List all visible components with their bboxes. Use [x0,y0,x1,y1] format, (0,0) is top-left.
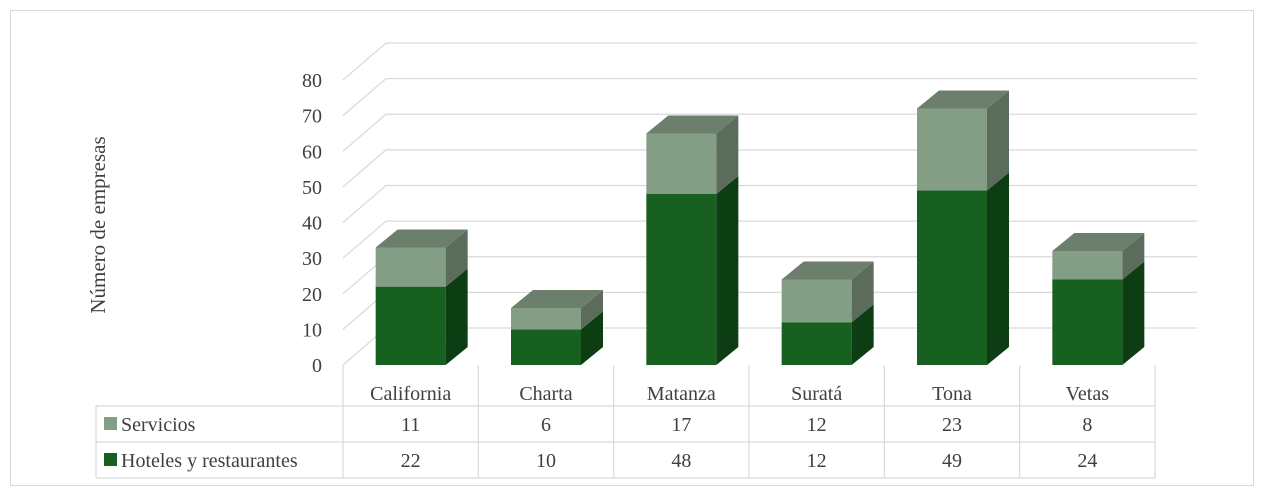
y-tick-label: 30 [302,248,322,270]
gridline [342,78,1197,117]
bar-segment [1052,251,1123,280]
bar-top [917,90,1009,109]
bar-segment-side [716,115,739,194]
bar-segment-side [445,268,468,365]
category-label: Charta [519,383,572,405]
bar-segment-side [581,290,603,330]
data-value: 8 [1082,414,1092,436]
category-label: Tona [932,383,972,405]
bar-segment [781,279,852,323]
data-value: 12 [807,450,827,472]
y-tick-label: 60 [302,141,322,163]
y-tick-label: 80 [302,70,322,92]
series-label: Servicios [121,414,196,436]
y-axis-label: Número de empresas [86,136,110,313]
y-tick-label: 0 [312,355,322,377]
bar-segment [375,286,446,365]
y-tick-label: 50 [302,177,322,199]
bar-segment [781,322,852,365]
data-value: 24 [1077,450,1097,472]
bar-segment-side [445,229,468,287]
y-tick-label: 10 [302,319,322,341]
data-value: 23 [942,414,962,436]
data-value: 49 [942,450,962,472]
y-axis-ticks: 0 10 20 30 40 50 60 70 80 [302,70,322,377]
bar-segment-side [716,176,739,365]
y-tick-label: 40 [302,213,322,235]
data-table: California Charta Matanza Suratá Tona Vetas Se… [95,365,1156,479]
bar-segment-side [1122,261,1145,365]
data-value: 11 [401,414,420,436]
bar-segment-side [851,304,874,365]
bar-top [375,229,468,248]
bar-segment [511,308,581,330]
legend-key [104,417,117,430]
data-value: 48 [671,450,691,472]
category-label: Vetas [1066,383,1110,405]
legend-key [104,453,117,466]
bar-segment-side [987,90,1009,191]
gridline [342,113,1197,152]
y-tick-label: 70 [302,106,322,128]
bar-top [511,290,603,308]
data-value: 17 [671,414,691,436]
bar-segment-side [987,172,1009,365]
data-value: 10 [536,450,556,472]
chart-frame [10,10,1254,486]
bar-segment-side [851,261,874,323]
bar-segment [646,194,717,365]
bar-top [1052,233,1145,251]
data-value: 22 [401,450,421,472]
gridline [342,149,1197,188]
bar-segment [917,190,987,365]
bar-segment-side [1122,233,1145,280]
bar-segment [1052,279,1123,365]
bar-segment [375,247,446,287]
gridline [342,184,1197,223]
data-value: 6 [541,414,551,436]
bar-segment [646,133,717,194]
category-label: Suratá [791,383,842,405]
bar-segment [511,329,581,365]
bar-top [781,261,874,280]
data-value: 12 [807,414,827,436]
bar-segment-side [581,311,603,365]
bar-segment [917,108,987,191]
bars [375,90,1145,365]
category-label: California [370,383,451,405]
category-label: Matanza [647,383,716,405]
gridline [342,42,1197,81]
series-label: Hoteles y restaurantes [121,450,298,472]
bar-top [646,115,739,134]
y-tick-label: 20 [302,284,322,306]
